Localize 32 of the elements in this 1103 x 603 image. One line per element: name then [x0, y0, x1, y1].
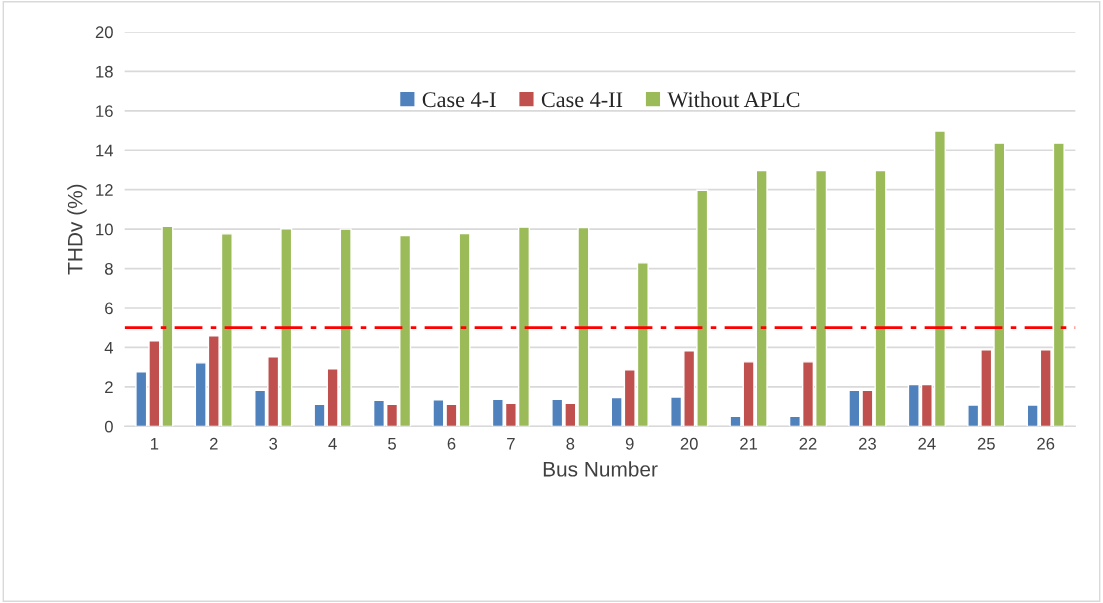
x-tick-label: 25 [977, 437, 995, 450]
y-tick-label: 18 [96, 65, 113, 78]
y-tick-label: 6 [105, 302, 113, 315]
x-tick-label: 20 [680, 437, 698, 450]
y-axis-title: THDv (%) [67, 184, 87, 275]
x-tick-label: 1 [150, 438, 159, 450]
x-tick-label: 9 [625, 437, 634, 450]
x-tick-label: 22 [799, 437, 817, 450]
x-tick-label: 7 [507, 438, 515, 450]
x-tick-label: 23 [859, 437, 876, 450]
y-tick-label: 4 [104, 342, 114, 354]
x-tick-label: 26 [1037, 437, 1055, 450]
legend-label: Case 4-II [541, 92, 623, 108]
x-tick-label: 6 [447, 437, 456, 450]
y-tick-label: 12 [96, 184, 113, 196]
y-tick-label: 16 [96, 105, 113, 118]
x-tick-label: 4 [328, 438, 337, 450]
y-tick-label: 10 [96, 223, 113, 236]
y-tick-label: 14 [96, 144, 114, 157]
x-tick-label: 8 [566, 437, 575, 450]
y-tick-label: 20 [95, 26, 113, 39]
y-tick-label: 2 [105, 381, 113, 393]
x-axis-title: Bus Number [543, 461, 658, 477]
legend-label: Without APLC [667, 91, 800, 108]
x-tick-label: 3 [269, 437, 278, 450]
x-tick-label: 2 [209, 437, 218, 450]
x-tick-label: 21 [740, 437, 758, 450]
legend-label: Case 4-I [422, 92, 496, 108]
y-tick-label: 8 [104, 262, 113, 275]
x-tick-label: 5 [388, 438, 396, 450]
x-tick-label: 24 [918, 437, 936, 450]
y-tick-label: 0 [104, 420, 113, 433]
